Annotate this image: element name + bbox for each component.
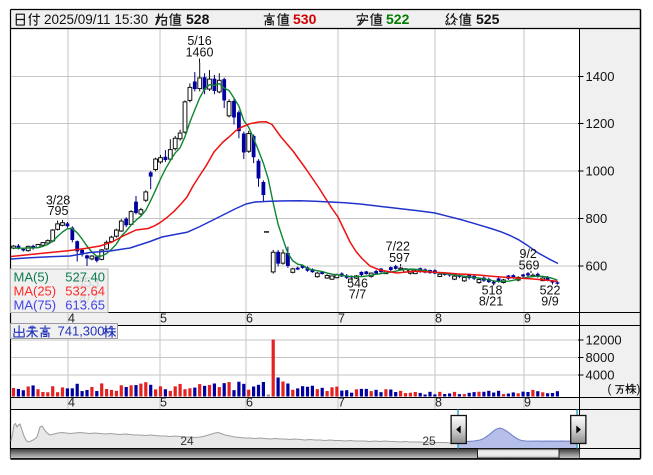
svg-text:8000: 8000 (586, 350, 615, 365)
svg-text:741,300: 741,300 (58, 324, 105, 339)
svg-text:12000: 12000 (586, 333, 622, 348)
svg-text:8/21: 8/21 (479, 294, 503, 308)
svg-text:528: 528 (186, 11, 210, 27)
svg-text:4/7: 4/7 (79, 290, 99, 306)
svg-text:522: 522 (386, 11, 410, 27)
svg-text:5: 5 (160, 312, 167, 326)
svg-text:8: 8 (435, 396, 442, 410)
svg-text:1460: 1460 (186, 46, 214, 60)
svg-text:4: 4 (68, 312, 75, 326)
svg-text:7: 7 (338, 396, 345, 410)
svg-text:2025/09/11 15:30: 2025/09/11 15:30 (44, 12, 148, 27)
svg-text:7/7: 7/7 (349, 288, 366, 302)
svg-text:9/2: 9/2 (520, 247, 537, 261)
svg-text:1000: 1000 (586, 164, 615, 179)
svg-text:9/9: 9/9 (541, 294, 558, 308)
svg-text:569: 569 (519, 258, 540, 272)
svg-text:6: 6 (246, 396, 253, 410)
svg-text:MA(75): MA(75) (14, 298, 57, 313)
svg-text:600: 600 (586, 259, 608, 274)
svg-text:7: 7 (338, 312, 345, 326)
svg-text:597: 597 (389, 251, 410, 265)
svg-text:525: 525 (476, 11, 500, 27)
svg-text:518: 518 (482, 283, 503, 297)
svg-text:25: 25 (422, 434, 436, 448)
svg-text:522: 522 (540, 283, 561, 297)
svg-text:5/16: 5/16 (187, 34, 211, 48)
svg-text:613.65: 613.65 (65, 298, 105, 313)
svg-text:1200: 1200 (586, 116, 615, 131)
svg-text:553: 553 (76, 274, 100, 290)
svg-text:8: 8 (435, 312, 442, 326)
svg-text:9: 9 (524, 312, 531, 326)
svg-text:9: 9 (524, 396, 531, 410)
svg-text:7/22: 7/22 (386, 240, 410, 254)
svg-text:532.64: 532.64 (65, 284, 105, 299)
svg-text:6: 6 (246, 312, 253, 326)
svg-text:5: 5 (160, 396, 167, 410)
svg-text:4: 4 (68, 396, 75, 410)
svg-text:MA(5): MA(5) (14, 270, 49, 285)
svg-text:24: 24 (180, 434, 194, 448)
svg-text:527.40: 527.40 (65, 270, 105, 285)
svg-text:800: 800 (586, 211, 608, 226)
svg-text:): ) (637, 384, 641, 396)
svg-text:530: 530 (293, 11, 317, 27)
svg-text:MA(25): MA(25) (14, 284, 57, 299)
svg-text:3/28: 3/28 (46, 194, 70, 208)
svg-text:4000: 4000 (586, 368, 615, 383)
svg-text:1400: 1400 (586, 69, 615, 84)
svg-text:(: ( (608, 384, 612, 396)
svg-text:795: 795 (48, 204, 69, 218)
